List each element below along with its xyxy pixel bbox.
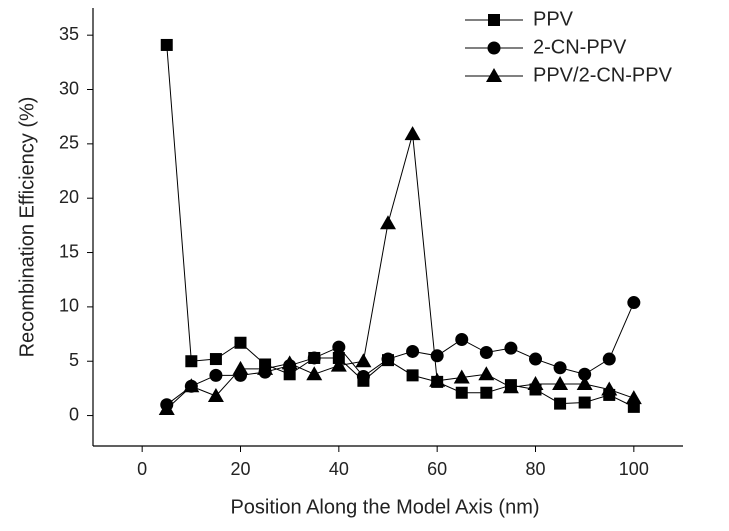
marker <box>578 396 591 409</box>
x-axis-title: Position Along the Model Axis (nm) <box>230 496 539 518</box>
marker <box>158 401 175 416</box>
marker <box>160 38 173 51</box>
series-line <box>166 44 635 408</box>
marker <box>207 388 224 403</box>
marker <box>306 366 323 381</box>
legend-label: 2-CN-PPV <box>533 36 627 58</box>
marker <box>455 332 469 346</box>
marker <box>552 376 569 391</box>
marker <box>406 369 419 382</box>
x-tick-label: 60 <box>427 459 447 479</box>
marker <box>527 376 544 391</box>
marker <box>502 379 519 394</box>
marker <box>487 41 501 55</box>
marker <box>478 366 495 381</box>
marker <box>486 68 502 82</box>
marker <box>429 372 446 387</box>
marker <box>576 376 593 391</box>
marker <box>209 353 222 366</box>
marker <box>479 346 493 360</box>
marker <box>404 126 421 141</box>
marker <box>480 386 493 399</box>
y-axis-title: Recombination Efficiency (%) <box>16 97 38 358</box>
x-tick-label: 20 <box>230 459 250 479</box>
marker <box>281 355 298 370</box>
marker <box>625 390 642 405</box>
marker <box>330 357 347 372</box>
marker <box>234 336 247 349</box>
marker <box>601 381 618 396</box>
y-tick-label: 25 <box>59 133 79 153</box>
marker <box>332 340 346 354</box>
marker <box>406 344 420 358</box>
marker <box>488 14 500 26</box>
y-tick-label: 10 <box>59 296 79 316</box>
x-tick-label: 40 <box>329 459 349 479</box>
marker <box>307 351 321 365</box>
marker <box>185 355 198 368</box>
marker <box>209 368 223 382</box>
x-tick-label: 100 <box>619 459 649 479</box>
y-tick-label: 20 <box>59 187 79 207</box>
marker <box>578 367 592 381</box>
marker <box>504 341 518 355</box>
x-tick-label: 0 <box>137 459 147 479</box>
marker <box>381 352 395 366</box>
y-tick-label: 30 <box>59 78 79 98</box>
marker <box>627 296 641 310</box>
x-tick-label: 80 <box>525 459 545 479</box>
marker <box>183 378 200 393</box>
marker <box>380 215 396 230</box>
marker <box>232 360 249 375</box>
marker <box>453 369 470 384</box>
marker <box>257 360 274 375</box>
legend-label: PPV/2-CN-PPV <box>533 64 673 86</box>
y-tick-label: 35 <box>59 24 79 44</box>
marker <box>553 361 567 375</box>
marker <box>356 369 370 383</box>
y-tick-label: 15 <box>59 241 79 261</box>
marker <box>602 352 616 366</box>
marker <box>529 352 542 366</box>
y-tick-label: 0 <box>69 404 79 424</box>
legend-label: PPV <box>533 8 574 30</box>
marker <box>430 349 444 363</box>
marker <box>554 397 567 410</box>
y-tick-label: 5 <box>69 350 79 370</box>
marker <box>455 386 468 399</box>
marker <box>355 353 372 368</box>
